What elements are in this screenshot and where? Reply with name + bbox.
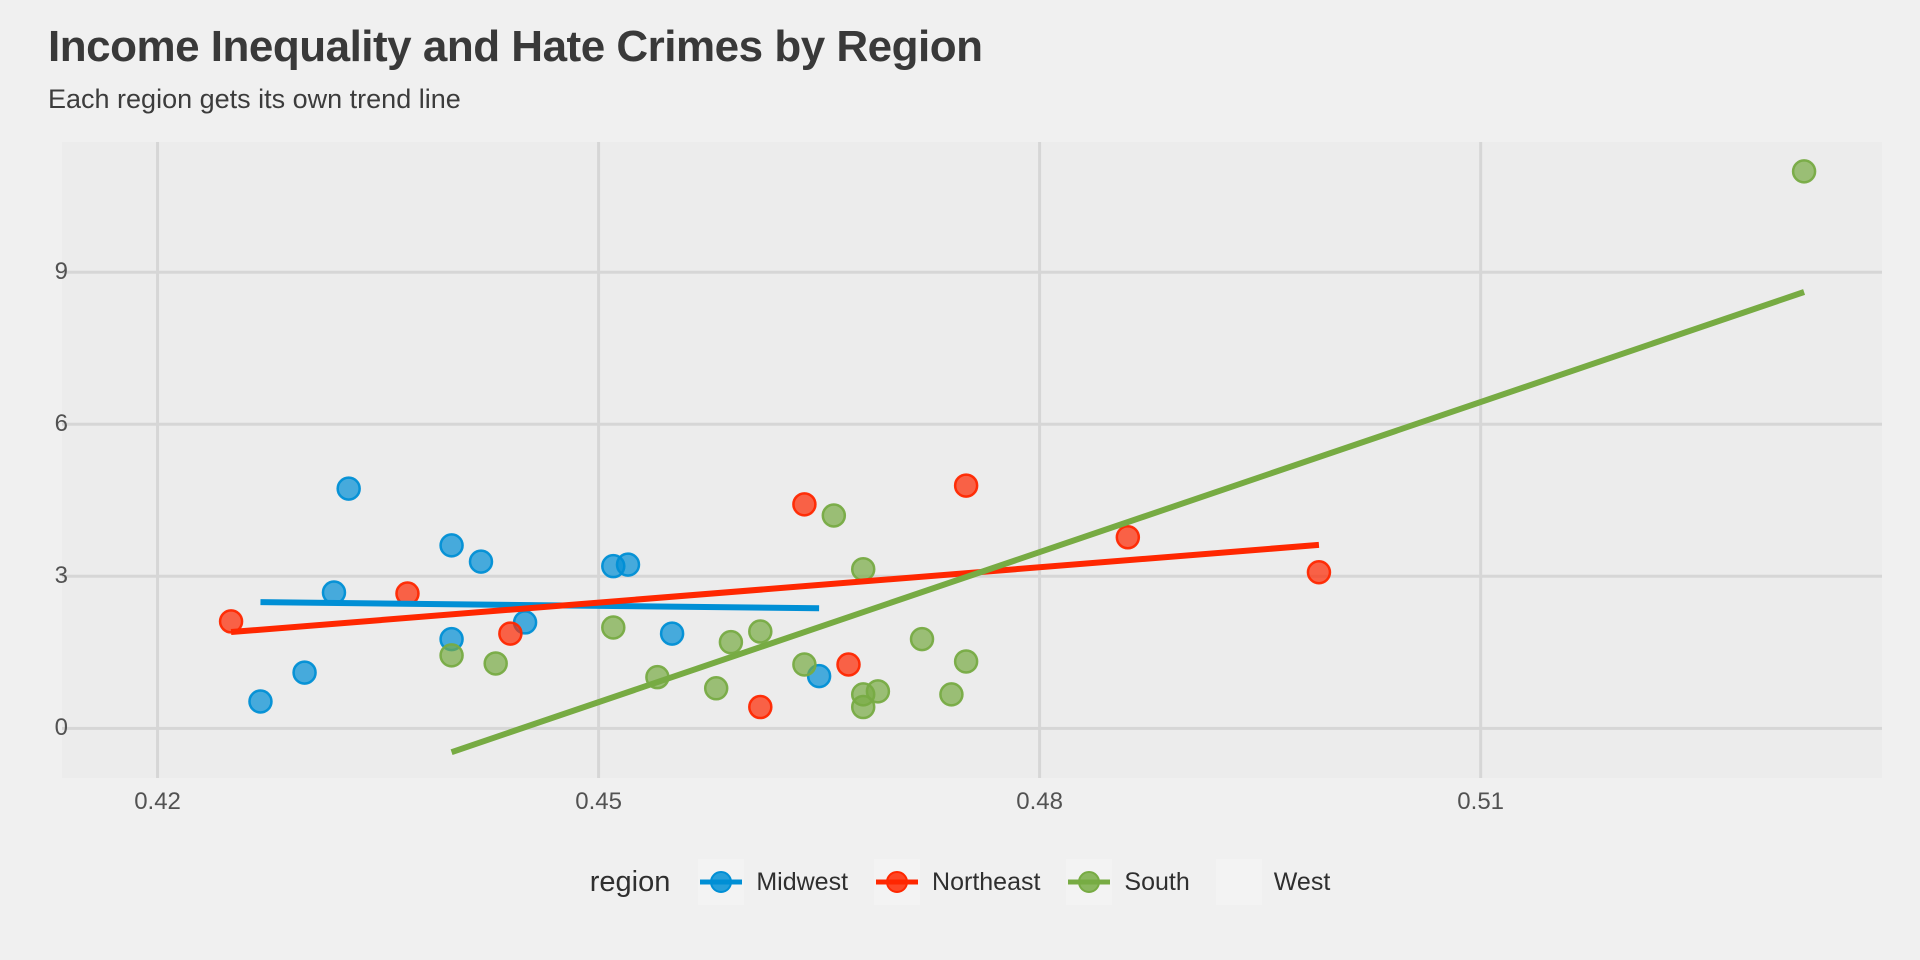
data-point-south — [792, 652, 817, 677]
x-tick-label: 0.48 — [1016, 788, 1063, 815]
legend-title: region — [589, 865, 671, 898]
data-point-northeast — [748, 694, 773, 720]
trend-line-south — [450, 289, 1806, 755]
y-tick-label: 9 — [54, 258, 68, 286]
data-point-south — [439, 643, 464, 668]
legend: region Midwest Northeast South West — [0, 856, 1920, 908]
data-point-northeast — [953, 473, 979, 498]
legend-key-midwest-icon — [698, 859, 745, 905]
data-point-northeast — [792, 492, 817, 517]
data-point-northeast — [1306, 560, 1332, 585]
x-tick-label: 0.45 — [575, 788, 622, 815]
legend-label-south: South — [1124, 867, 1190, 896]
legend-label-northeast: Northeast — [932, 867, 1041, 896]
legend-label-midwest: Midwest — [756, 867, 849, 896]
data-point-midwest — [292, 660, 317, 685]
data-point-south — [953, 649, 979, 674]
data-point-northeast — [1115, 525, 1141, 550]
data-point-south — [1791, 159, 1817, 184]
data-point-south — [850, 556, 876, 582]
legend-item-northeast: Northeast — [874, 859, 1040, 905]
data-point-south — [821, 503, 847, 528]
data-point-south — [483, 651, 508, 676]
data-point-south — [850, 694, 876, 720]
data-point-midwest — [248, 689, 273, 714]
data-point-south — [718, 629, 744, 655]
panel-background — [62, 142, 1882, 778]
x-tick-label: 0.42 — [134, 788, 181, 815]
data-point-south — [909, 626, 935, 652]
data-point-northeast — [218, 609, 244, 634]
legend-item-west: West — [1215, 859, 1331, 905]
data-point-south — [601, 615, 626, 640]
chart-title: Income Inequality and Hate Crimes by Reg… — [48, 22, 983, 71]
data-point-midwest — [468, 549, 494, 574]
legend-label-west: West — [1273, 867, 1331, 896]
legend-key-northeast-icon — [874, 859, 921, 905]
y-tick-label: 0 — [54, 714, 68, 742]
data-point-midwest — [615, 552, 641, 577]
data-point-south — [703, 676, 729, 701]
legend-item-south: South — [1066, 859, 1190, 905]
trend-line-northeast — [230, 541, 1320, 636]
legend-key-south-icon — [1066, 859, 1113, 905]
y-tick-label: 6 — [54, 410, 68, 438]
data-point-south — [748, 619, 773, 644]
data-point-south — [865, 679, 891, 704]
legend-key-west-empty — [1215, 859, 1262, 905]
data-point-south — [939, 682, 964, 707]
data-point-northeast — [498, 621, 523, 646]
y-tick-label: 3 — [54, 562, 68, 590]
x-tick-label: 0.51 — [1457, 788, 1505, 815]
data-point-midwest — [336, 476, 361, 501]
data-point-midwest — [439, 533, 464, 558]
chart-subtitle: Each region gets its own trend line — [48, 84, 461, 114]
legend-item-midwest: Midwest — [698, 859, 848, 905]
data-point-midwest — [659, 621, 685, 646]
data-point-northeast — [836, 652, 861, 677]
